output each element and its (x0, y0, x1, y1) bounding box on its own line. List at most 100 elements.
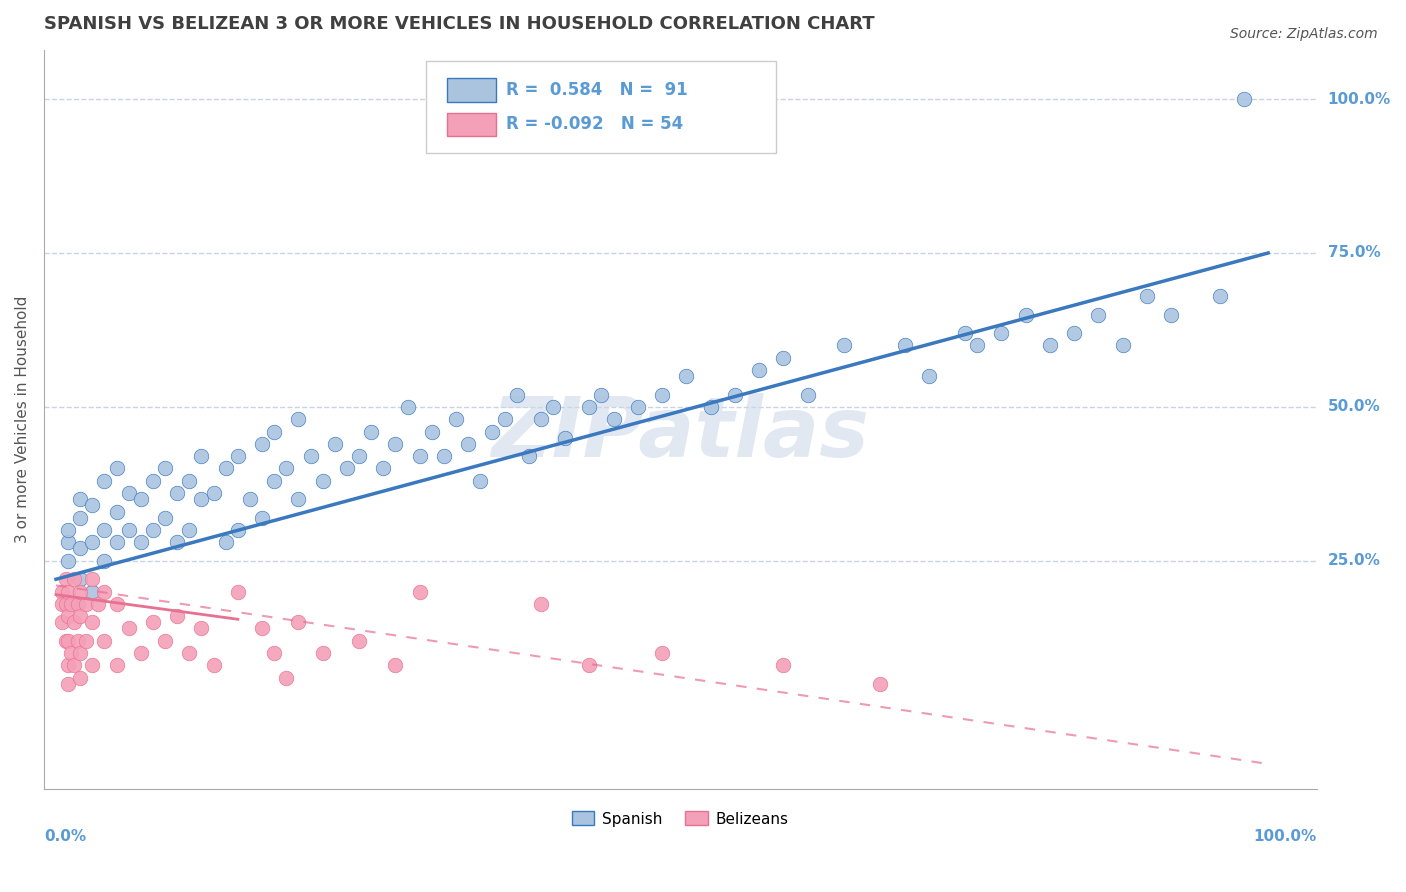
Point (118, 486, 141, 500)
Point (276, 671, 298, 685)
Text: 75.0%: 75.0% (1327, 245, 1381, 260)
Text: 100.0%: 100.0% (1327, 92, 1391, 106)
Point (226, 449, 249, 463)
Point (384, 437, 406, 451)
Point (347, 449, 370, 463)
Point (226, 523, 249, 537)
Point (276, 461, 298, 475)
Point (966, 338, 988, 352)
Point (591, 387, 613, 401)
Legend: Spanish, Belizeans: Spanish, Belizeans (565, 805, 794, 832)
Point (82, 535, 104, 549)
Point (651, 646, 673, 660)
Point (323, 437, 346, 451)
Point (69, 572, 91, 586)
Point (51, 584, 73, 599)
Text: R =  0.584   N =  91: R = 0.584 N = 91 (506, 80, 688, 99)
Point (263, 646, 285, 660)
Point (408, 449, 430, 463)
Point (93, 584, 115, 599)
Point (55, 572, 77, 586)
Point (336, 461, 359, 475)
Point (56, 633, 79, 648)
Point (869, 677, 891, 691)
Point (105, 597, 128, 611)
Point (59, 597, 82, 611)
Point (118, 622, 141, 636)
Point (724, 387, 747, 401)
Point (1136, 289, 1159, 303)
Point (1039, 338, 1062, 352)
Point (627, 400, 650, 414)
Point (93, 554, 115, 568)
Point (179, 474, 201, 488)
Point (56, 677, 79, 691)
Point (263, 474, 285, 488)
Point (63, 572, 86, 586)
Point (226, 584, 249, 599)
Point (578, 400, 600, 414)
Point (651, 387, 673, 401)
Point (990, 326, 1012, 340)
Point (69, 609, 91, 624)
Point (250, 510, 273, 524)
Point (63, 658, 86, 673)
Point (105, 504, 128, 518)
Point (56, 658, 79, 673)
Point (87, 597, 110, 611)
Point (287, 412, 309, 426)
Point (287, 615, 309, 630)
Point (129, 492, 152, 507)
Point (494, 412, 516, 426)
Point (373, 461, 395, 475)
Point (457, 437, 479, 451)
Point (166, 486, 188, 500)
Point (239, 492, 262, 507)
Point (1087, 308, 1109, 322)
Point (82, 499, 104, 513)
Point (166, 609, 188, 624)
Point (433, 449, 456, 463)
Text: Source: ZipAtlas.com: Source: ZipAtlas.com (1230, 27, 1378, 41)
Point (384, 658, 406, 673)
Point (153, 461, 176, 475)
Point (1015, 308, 1038, 322)
Point (142, 474, 165, 488)
Point (142, 615, 165, 630)
Point (69, 541, 91, 556)
Point (408, 584, 430, 599)
Text: SPANISH VS BELIZEAN 3 OR MORE VEHICLES IN HOUSEHOLD CORRELATION CHART: SPANISH VS BELIZEAN 3 OR MORE VEHICLES I… (44, 15, 875, 33)
FancyBboxPatch shape (447, 78, 496, 102)
Point (470, 474, 492, 488)
FancyBboxPatch shape (426, 61, 776, 153)
Point (517, 449, 540, 463)
Point (505, 387, 527, 401)
Point (444, 412, 467, 426)
Point (63, 615, 86, 630)
Point (530, 412, 553, 426)
Point (190, 622, 212, 636)
Point (153, 510, 176, 524)
Point (66, 633, 89, 648)
Point (55, 597, 77, 611)
Point (893, 338, 915, 352)
Point (56, 535, 79, 549)
Point (56, 554, 79, 568)
Point (554, 431, 576, 445)
Text: 50.0%: 50.0% (1327, 400, 1381, 415)
Point (179, 646, 201, 660)
Point (82, 584, 104, 599)
Text: ZIPatlas: ZIPatlas (491, 393, 869, 475)
Point (250, 622, 273, 636)
Point (1160, 308, 1182, 322)
Point (481, 425, 503, 439)
Point (75, 597, 97, 611)
Point (420, 425, 443, 439)
Point (118, 523, 141, 537)
Text: R = -0.092   N = 54: R = -0.092 N = 54 (506, 115, 683, 134)
Point (69, 646, 91, 660)
Point (56, 523, 79, 537)
Point (675, 369, 697, 384)
Point (129, 535, 152, 549)
Point (190, 492, 212, 507)
